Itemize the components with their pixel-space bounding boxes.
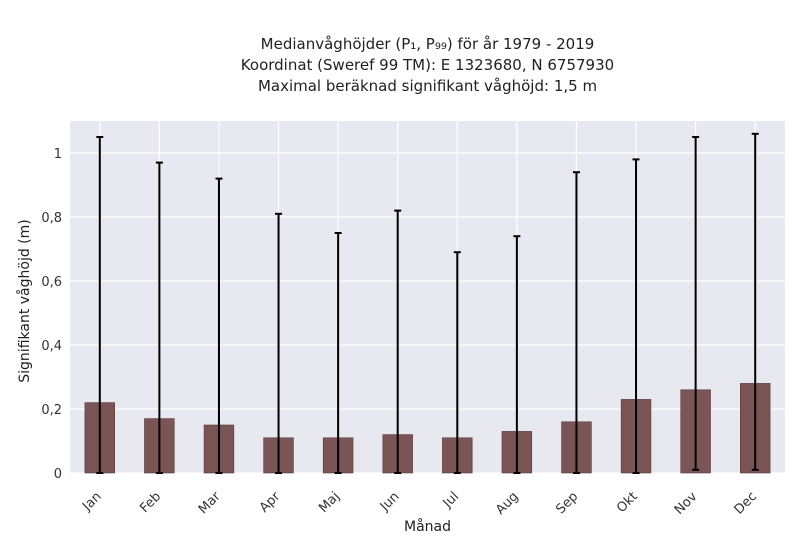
x-tick-label: Mar [196,489,224,517]
error-bar-apr [275,212,283,474]
x-tick-label: Nov [672,489,701,518]
y-tick-label: 0,6 [41,275,62,290]
y-tick-label: 0,8 [41,211,62,226]
chart-title-line-2: Koordinat (Sweref 99 TM): E 1323680, N 6… [240,56,615,74]
y-tick-label: 0,4 [41,339,62,354]
y-tick-label: 1 [54,147,62,162]
x-tick-label: Feb [137,489,164,516]
error-bar-maj [334,232,342,474]
error-bar-nov [692,136,700,471]
error-bar-dec [751,132,759,471]
error-bar-sep [572,171,580,474]
plot-area [70,121,785,473]
error-bar-feb [155,161,163,474]
x-tick-label: Jan [79,489,104,514]
x-tick-label: Jul [440,489,462,511]
y-axis-ticks: 0 0,2 0,4 0,6 0,8 1 [41,147,62,482]
x-tick-label: Okt [614,489,641,516]
chart-title-line-1: Medianvåghöjder (P₁, P₉₉) för år 1979 - … [260,35,595,53]
x-tick-label: Maj [316,489,343,516]
x-tick-label: Sep [553,489,581,517]
y-axis-label: Signifikant våghöjd (m) [16,219,33,382]
chart-title-line-3: Maximal beräknad signifikant våghöjd: 1,… [257,77,598,95]
error-bar-jan [96,136,104,474]
x-axis-ticks: Jan Feb Mar Apr Maj Jun Jul Aug Sep Okt Nov Dec [79,489,760,518]
error-bar-aug [513,235,521,474]
error-bar-jul [453,251,461,474]
y-tick-label: 0 [54,467,62,482]
y-tick-label: 0,2 [41,403,62,418]
x-axis-label: Månad [404,518,451,535]
x-tick-label: Jun [377,489,403,515]
chart-title: Medianvåghöjder (P₁, P₉₉) för år 1979 - … [0,34,800,97]
error-bar-okt [632,158,640,474]
x-tick-label: Aug [493,489,522,518]
error-bars [96,132,759,474]
x-tick-label: Apr [257,489,284,516]
x-tick-label: Dec [732,489,760,517]
error-bar-mar [215,177,223,474]
error-bar-jun [394,209,402,474]
